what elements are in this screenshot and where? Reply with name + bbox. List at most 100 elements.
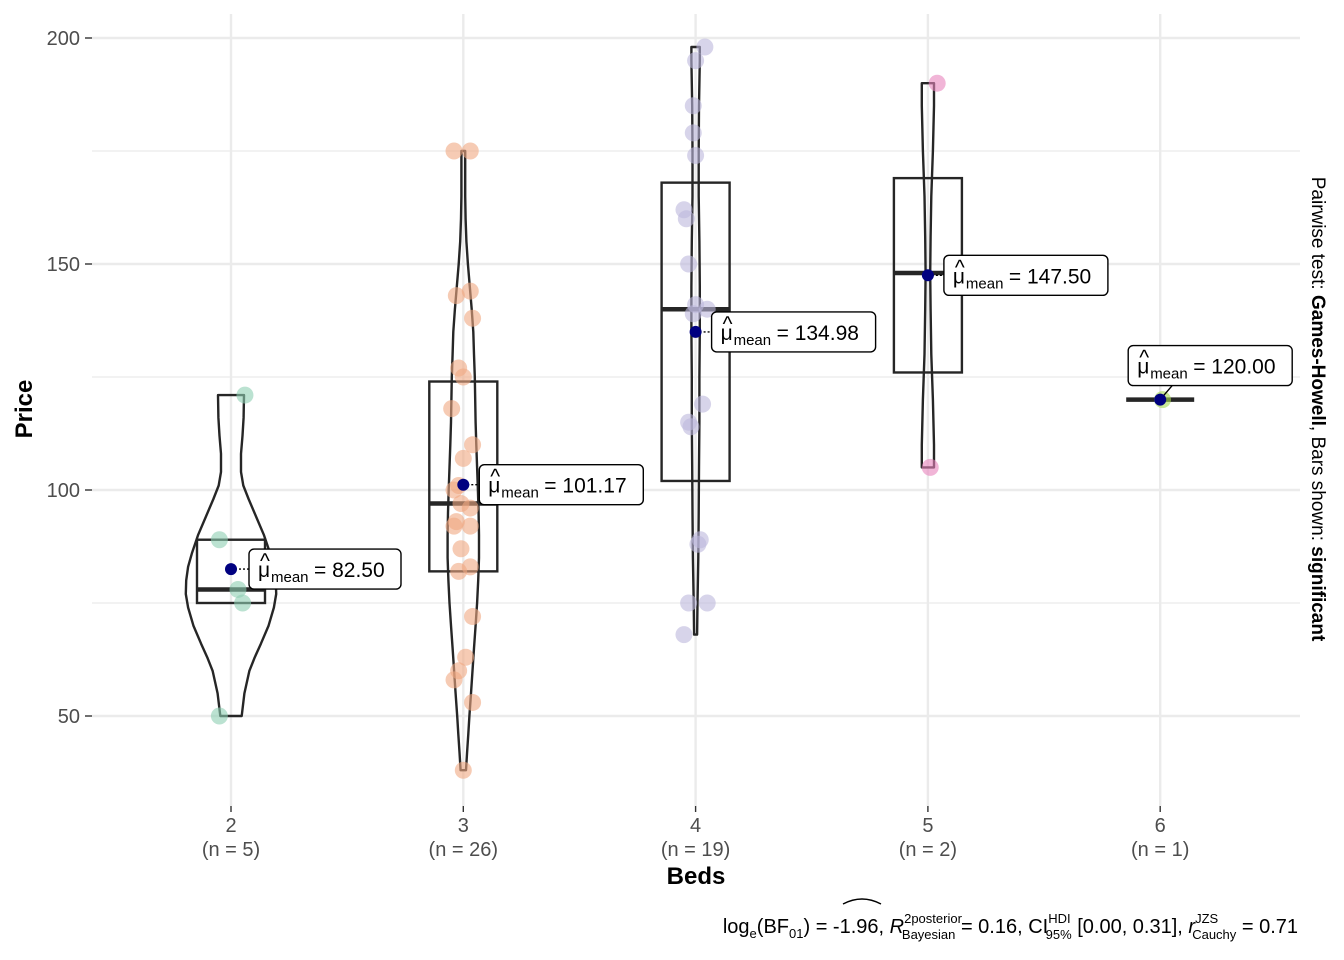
caption-log-base: e bbox=[750, 926, 757, 941]
pairwise-middle: , Bars shown: bbox=[1307, 426, 1328, 546]
mean-point-4 bbox=[689, 325, 702, 338]
pairwise-prefix: Pairwise test: bbox=[1307, 177, 1328, 295]
violin-layer bbox=[184, 45, 936, 772]
data-point bbox=[464, 693, 482, 711]
x-tick-count: (n = 26) bbox=[429, 839, 498, 861]
mean-value-2: = 82.50 bbox=[314, 559, 385, 582]
x-axis-title: Beds bbox=[667, 863, 726, 890]
data-point bbox=[687, 147, 705, 165]
caption-bf-value: = -1.96, bbox=[810, 916, 890, 938]
data-point bbox=[464, 436, 482, 454]
mean-label-box bbox=[710, 311, 877, 353]
data-point bbox=[684, 124, 702, 142]
data-point bbox=[680, 413, 698, 431]
data-point bbox=[691, 531, 709, 549]
x-tick-count: (n = 1) bbox=[1131, 839, 1189, 861]
mean-point-2 bbox=[225, 563, 237, 576]
caption-r-sup: 2 bbox=[904, 911, 911, 926]
pairwise-test-name: Games-Howell bbox=[1307, 295, 1328, 426]
x-tick-label: 5 bbox=[922, 815, 933, 837]
mean-label-box bbox=[943, 254, 1109, 297]
mean-hat: ^ bbox=[1139, 347, 1149, 370]
pairwise-shown: significant bbox=[1307, 546, 1328, 642]
mean-hat: ^ bbox=[490, 466, 500, 489]
caption-hat-mark bbox=[842, 898, 882, 905]
data-point bbox=[454, 368, 472, 386]
data-point bbox=[928, 74, 946, 92]
data-point bbox=[464, 608, 482, 626]
mean-value-6: = 120.00 bbox=[1193, 356, 1275, 379]
mean-layer: ^μ mean = 82.50^μ mean = 101.17^μ mean = 134.9… bbox=[225, 254, 1293, 590]
data-point bbox=[687, 296, 705, 314]
x-tick-count: (n = 19) bbox=[661, 839, 730, 861]
data-point bbox=[694, 395, 712, 413]
x-tick-count: (n = 5) bbox=[202, 839, 260, 861]
data-point bbox=[457, 648, 475, 666]
mean-label-box bbox=[478, 464, 644, 506]
caption-bayesian: Bayesian bbox=[902, 927, 955, 942]
data-point bbox=[680, 594, 698, 612]
caption-r-value: = 0.16, CI bbox=[955, 916, 1048, 938]
data-point bbox=[454, 449, 472, 467]
caption-ci-level: 95% bbox=[1046, 927, 1072, 942]
mean-mu: μ bbox=[953, 265, 965, 288]
y-tick-label: 50 bbox=[58, 706, 80, 728]
data-point bbox=[687, 52, 705, 70]
mean-hat: ^ bbox=[260, 550, 270, 573]
caption-posterior: posterior bbox=[911, 911, 962, 926]
mean-mu: μ bbox=[488, 475, 500, 498]
bayes-caption: loge(BF01) = -1.96, R2posterior Bayesian … bbox=[723, 898, 1298, 942]
caption-r: R bbox=[890, 916, 904, 938]
x-tick-label: 4 bbox=[690, 815, 701, 837]
caption-r-sym: r bbox=[1188, 916, 1196, 938]
mean-point-3 bbox=[457, 478, 470, 491]
mean-subscript: mean bbox=[734, 332, 772, 349]
x-tick-label: 3 bbox=[458, 815, 469, 837]
data-point bbox=[445, 142, 463, 160]
mean-subscript: mean bbox=[271, 569, 309, 586]
data-point bbox=[210, 531, 228, 549]
data-point bbox=[447, 287, 465, 305]
data-point bbox=[696, 38, 714, 56]
data-point bbox=[684, 97, 702, 115]
y-axis-title: Price bbox=[11, 380, 38, 439]
mean-hat: ^ bbox=[723, 313, 733, 336]
mean-mu: μ bbox=[258, 559, 270, 582]
mean-value-5: = 147.50 bbox=[1009, 265, 1091, 288]
data-point bbox=[464, 309, 482, 327]
violin-4 bbox=[690, 45, 701, 636]
data-point bbox=[461, 517, 479, 535]
data-point bbox=[675, 626, 693, 644]
caption-ci-value: [0.00, 0.31], bbox=[1072, 916, 1189, 938]
x-tick-label: 2 bbox=[225, 815, 236, 837]
caption-cauchy-value: = 0.71 bbox=[1236, 916, 1298, 938]
violin-2 bbox=[184, 393, 278, 718]
caption-log: log bbox=[723, 916, 750, 938]
data-point bbox=[234, 594, 252, 612]
pairwise-test-label: Pairwise test: Games-Howell, Bars shown:… bbox=[1307, 177, 1328, 642]
data-point bbox=[680, 255, 698, 273]
caption-bf-sub: 01 bbox=[789, 926, 803, 941]
caption-cauchy: Cauchy bbox=[1192, 927, 1237, 942]
mean-point-6 bbox=[1154, 393, 1167, 406]
mean-point-5 bbox=[921, 269, 934, 282]
y-tick-label: 200 bbox=[47, 28, 80, 50]
mean-label-box bbox=[1127, 344, 1293, 387]
x-tick-label: 6 bbox=[1155, 815, 1166, 837]
data-point bbox=[445, 517, 463, 535]
data-point bbox=[461, 282, 479, 300]
x-tick-count: (n = 2) bbox=[899, 839, 957, 861]
data-point bbox=[443, 400, 461, 418]
data-point bbox=[461, 142, 479, 160]
mean-mu: μ bbox=[1137, 356, 1149, 379]
violin-5 bbox=[920, 82, 936, 469]
data-point bbox=[452, 495, 470, 513]
mean-subscript: mean bbox=[501, 485, 539, 502]
caption-bf-close: ) bbox=[803, 916, 810, 938]
data-point bbox=[675, 201, 693, 219]
caption-jzs: JZS bbox=[1195, 911, 1218, 926]
data-point bbox=[229, 580, 247, 598]
data-point bbox=[236, 386, 254, 404]
